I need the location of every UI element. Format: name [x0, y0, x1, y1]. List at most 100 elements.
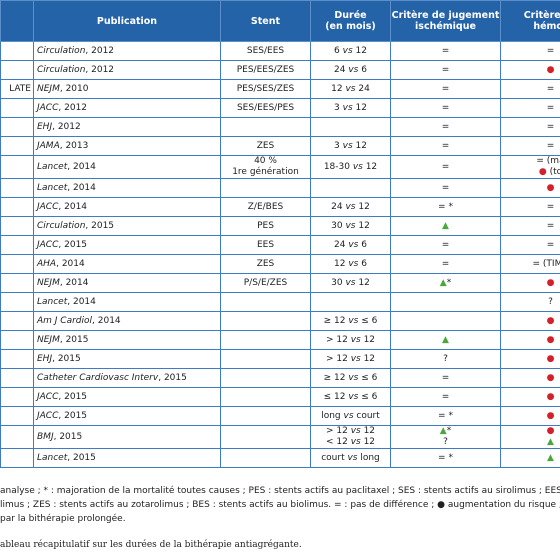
cell-text: NEJM, 2015 [37, 334, 89, 345]
cell-text: 12 vs 24 [331, 83, 370, 94]
table-cell [220, 178, 311, 198]
cell-text: NEJM, 2010 [37, 83, 89, 94]
table-cell: NEJM, 2015 [33, 330, 221, 350]
cell-text: ▲ [547, 437, 554, 447]
cell-text: ? [443, 437, 448, 447]
cell-text: < 12 vs 12 [325, 437, 376, 447]
table-cell [220, 330, 311, 350]
cell-text: ▲ [442, 220, 449, 231]
table-cell: 3 vs 12 [310, 98, 391, 118]
cell-text: Lancet, 2014 [37, 182, 96, 193]
cell-text: JACC, 2012 [37, 102, 88, 113]
table-cell [0, 349, 34, 369]
header-cell: Publication [33, 0, 221, 42]
cell-text: = [441, 161, 450, 172]
table-cell: Circulation, 2012 [33, 60, 221, 80]
table-cell: Circulation, 2012 [33, 41, 221, 61]
table-cell [0, 406, 34, 426]
cell-text: 24 vs 12 [331, 201, 370, 212]
table-cell [220, 349, 311, 369]
table-cell [220, 117, 311, 137]
table-row: BMJ, 2015 > 12 vs 12 < 12 vs 12 ▲*? ● ▲ [0, 425, 560, 449]
table-cell [0, 254, 34, 274]
cell-text: ? [548, 296, 553, 307]
table-cell: = [390, 60, 501, 80]
cell-text: ischémique [415, 21, 476, 32]
cell-text: ≤ 12 vs ≤ 6 [323, 391, 378, 402]
cell-text: 24 vs 6 [334, 64, 367, 75]
table-cell: Lancet, 2015 [33, 448, 221, 468]
cell-text: = [441, 372, 450, 383]
table-cell [0, 448, 34, 468]
cell-text: Critère de jugement [391, 10, 500, 21]
cell-text: Circulation, 2012 [37, 64, 115, 75]
table-cell [220, 311, 311, 331]
cell-text: > 12 vs 12 [325, 353, 376, 364]
cell-text: Lancet, 2014 [37, 161, 96, 172]
table-cell [0, 330, 34, 350]
table-row: JACC, 2015 ≤ 12 vs ≤ 6 = ● [0, 387, 560, 407]
cell-text: ZES [256, 140, 275, 151]
header-cell: Durée (en mois) [310, 0, 391, 42]
table-cell [0, 41, 34, 61]
table-row: Catheter Cardiovasc Interv, 2015 ≥ 12 vs … [0, 368, 560, 388]
cell-text: Z/E/BES [247, 201, 284, 212]
table-cell: SES/EES/PES [220, 98, 311, 118]
table-cell: = [390, 178, 501, 198]
table-cell: 12 vs 24 [310, 79, 391, 99]
header-cell: Stent [220, 0, 311, 42]
cell-text: = [441, 83, 450, 94]
cell-text: Lancet, 2015 [37, 452, 96, 463]
table-cell: ● [500, 273, 560, 293]
table-row: Lancet, 2015 court vs long = * ▲ [0, 448, 560, 468]
table-cell: 12 vs 6 [310, 254, 391, 274]
cell-text: = [546, 220, 555, 231]
table-cell: ▲ [390, 330, 501, 350]
table-cell: 24 vs 12 [310, 197, 391, 217]
header-cell: Critère dehémor [500, 0, 560, 42]
cell-text: = * [438, 201, 453, 212]
table-cell: AHA, 2014 [33, 254, 221, 274]
cell-text: long vs court [321, 410, 380, 421]
cell-text: EHJ, 2015 [37, 353, 81, 364]
table-cell: Catheter Cardiovasc Interv, 2015 [33, 368, 221, 388]
cell-text: = [546, 201, 555, 212]
table-row: Circulation, 2012 SES/EES 6 vs 12 = = [0, 41, 560, 61]
summary-table: Publication Stent Durée (en mois) Critère de… [0, 0, 560, 468]
cell-text: = [546, 239, 555, 250]
table-cell: = [500, 117, 560, 137]
table-cell [0, 117, 34, 137]
table-cell: = [500, 136, 560, 156]
cell-text: Circulation, 2015 [37, 220, 115, 231]
cell-text: ? [443, 353, 448, 364]
table-cell: ● [500, 406, 560, 426]
cell-text: 24 vs 6 [334, 239, 367, 250]
table-cell: Lancet, 2014 [33, 155, 221, 179]
cell-text: = [546, 140, 555, 151]
cell-text: SES/EES [246, 45, 285, 56]
cell-text: P/S/E/ZES [243, 277, 288, 288]
cell-text: PES/SES/ZES [236, 83, 295, 94]
table-cell: = [500, 98, 560, 118]
table-cell: JACC, 2015 [33, 387, 221, 407]
table-cell: JACC, 2015 [33, 235, 221, 255]
cell-text: = * [438, 410, 453, 421]
header-cell: Critère de jugement ischémique [390, 0, 501, 42]
table-cell [220, 425, 311, 449]
table-row: JACC, 2012 SES/EES/PES 3 vs 12 = = [0, 98, 560, 118]
cell-text: = [441, 258, 450, 269]
table-cell: = * [390, 448, 501, 468]
footnote-line: analyse ; * : majoration de la mortalité… [0, 486, 560, 496]
cell-text: Critère de [523, 10, 560, 21]
table-cell: ▲ [390, 216, 501, 236]
table-cell: 6 vs 12 [310, 41, 391, 61]
table-cell: JACC, 2015 [33, 406, 221, 426]
table-cell: > 12 vs 12 [310, 349, 391, 369]
table-cell: ZES [220, 136, 311, 156]
cell-text: 18-30 vs 12 [323, 161, 378, 172]
table-cell: = [390, 368, 501, 388]
table-cell: NEJM, 2010 [33, 79, 221, 99]
cell-text: ● [546, 182, 555, 193]
table-row: JACC, 2015 long vs court = * ● [0, 406, 560, 426]
table-cell: = [390, 136, 501, 156]
